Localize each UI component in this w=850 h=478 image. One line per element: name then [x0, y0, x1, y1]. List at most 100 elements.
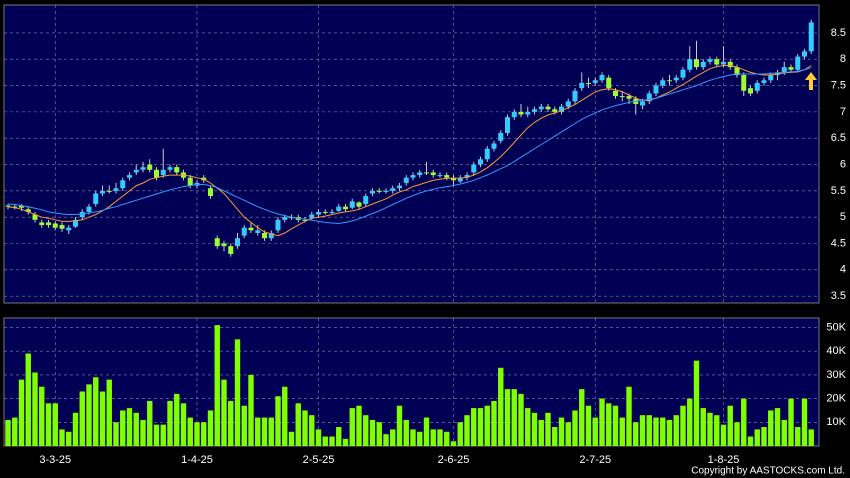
- candle-body: [356, 202, 362, 207]
- volume-bar: [720, 424, 727, 446]
- candle-body: [694, 59, 699, 68]
- candle-body: [46, 222, 51, 226]
- volume-bar: [464, 415, 470, 446]
- candle-body: [390, 188, 396, 191]
- volume-bar: [153, 424, 160, 446]
- volume-bar: [498, 367, 504, 446]
- y-tick-label: 10K: [826, 416, 846, 428]
- volume-bar: [72, 412, 79, 446]
- volume-bar: [471, 408, 477, 446]
- copyright: Copyright by AASTOCKS.com Ltd.: [691, 466, 845, 477]
- candle-body: [572, 90, 578, 102]
- candle-body: [667, 80, 672, 82]
- volume-bar: [322, 436, 328, 446]
- candle-body: [336, 206, 342, 211]
- x-tick-label: 2-7-25: [579, 454, 611, 466]
- volume-bar: [59, 429, 65, 446]
- x-tick-label: 1-4-25: [181, 454, 213, 466]
- volume-bar: [538, 419, 544, 446]
- y-tick-label: 7: [840, 106, 846, 118]
- candle-body: [302, 219, 308, 221]
- plot-layer: 3-3-25 1-4-25 2-5-25 2-6-25 2-7-25 1-8-25 3.5 4…: [4, 5, 847, 466]
- volume-bar: [599, 398, 605, 446]
- volume-bar: [747, 436, 754, 446]
- candle-body: [25, 209, 31, 212]
- candle-body: [626, 96, 632, 99]
- volume-bar: [457, 422, 463, 446]
- candle-body: [262, 232, 267, 239]
- candle-body: [5, 205, 11, 207]
- volume-bar: [795, 427, 801, 446]
- candle-body: [309, 214, 315, 219]
- x-tick-label: 1-8-25: [708, 454, 740, 466]
- candle-body: [525, 111, 531, 115]
- candle-body: [167, 167, 173, 170]
- candle-body: [579, 82, 585, 89]
- volume-bar: [768, 410, 774, 446]
- candle-body: [66, 227, 72, 231]
- candle-body: [552, 109, 558, 112]
- volume-bar: [349, 408, 355, 446]
- y-tick-label: 8: [840, 53, 846, 65]
- volume-bar: [558, 417, 565, 446]
- volume-bar: [788, 398, 794, 446]
- candle-body: [174, 167, 180, 173]
- volume-bar: [79, 391, 85, 446]
- y-tick-label: 50K: [826, 321, 846, 333]
- candle-body: [370, 190, 375, 194]
- candle-body: [241, 227, 247, 236]
- candle-body: [599, 75, 605, 81]
- candle-body: [640, 101, 645, 106]
- volume-bar: [525, 408, 531, 446]
- volume-bar: [477, 408, 484, 446]
- candle-body: [275, 219, 281, 231]
- volume-bar: [639, 415, 646, 446]
- y-tick-label: 5.5: [831, 185, 846, 197]
- candle-body: [653, 85, 659, 94]
- volume-bar: [120, 410, 126, 446]
- volume-bar: [734, 422, 740, 446]
- candle-body: [484, 148, 490, 160]
- price-panel: [3, 4, 820, 304]
- arrow-icon: [805, 72, 817, 90]
- candle-body: [228, 246, 234, 255]
- candle-body: [235, 238, 240, 247]
- volume-bar: [572, 410, 578, 446]
- volume-bar: [396, 405, 403, 446]
- candle-body: [727, 61, 733, 68]
- y-tick-label: 7.5: [831, 79, 846, 91]
- y-tick-label: 30K: [826, 369, 846, 381]
- volume-bar: [174, 393, 180, 446]
- volume-bar: [315, 429, 322, 446]
- candle-body: [646, 93, 652, 102]
- candle-body: [268, 232, 274, 239]
- volume-bar: [491, 400, 497, 446]
- volume-bar: [228, 400, 234, 446]
- candle-body: [471, 164, 477, 173]
- volume-bar: [444, 431, 450, 446]
- candle-body: [208, 188, 213, 197]
- candle-body: [214, 238, 220, 247]
- volume-bar: [423, 417, 430, 446]
- candle-body: [606, 77, 612, 89]
- x-tick-label: 3-3-25: [39, 454, 71, 466]
- candle-body: [52, 223, 58, 228]
- candle-body: [410, 175, 416, 178]
- y-tick-label: 8.5: [831, 27, 846, 39]
- volume-bar: [261, 417, 268, 446]
- y-tick-label: 4.5: [831, 237, 846, 249]
- candle-body: [120, 180, 126, 189]
- candle-body: [255, 230, 261, 233]
- candle-body: [100, 190, 105, 194]
- x-tick-label: 2-5-25: [303, 454, 335, 466]
- candle-body: [734, 67, 740, 76]
- candle-body: [133, 169, 139, 173]
- volume-bar: [248, 374, 254, 446]
- volume-bar: [687, 398, 693, 446]
- candle-body: [532, 109, 537, 112]
- candle-body: [721, 61, 726, 65]
- volume-bar: [234, 339, 241, 446]
- candle-body: [700, 61, 706, 68]
- y-tick-label: 5: [840, 211, 846, 223]
